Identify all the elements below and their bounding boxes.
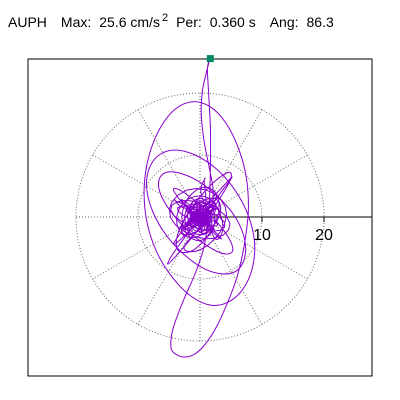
max-unit-exponent: 2	[161, 12, 169, 24]
max-amplitude-marker	[206, 55, 214, 63]
period-value: 0.360 s	[209, 14, 256, 30]
period-label: Per:	[176, 14, 202, 30]
motion-trace-line	[143, 58, 256, 358]
plot-header: AUPH Max: 25.6 cm/s 2 Per: 0.360 s Ang: 86.3	[8, 12, 334, 30]
max-value: 25.6 cm/s	[99, 14, 160, 30]
angle-value: 86.3	[306, 14, 334, 30]
radial-tick-label-10: 10	[253, 227, 271, 244]
radial-tick-label-20: 20	[315, 227, 333, 244]
angle-label: Ang:	[269, 14, 299, 30]
station-code: AUPH	[8, 14, 47, 30]
motion-trace-core-1	[174, 195, 224, 241]
max-label: Max:	[60, 14, 92, 30]
motion-trace-core-2	[179, 199, 221, 236]
